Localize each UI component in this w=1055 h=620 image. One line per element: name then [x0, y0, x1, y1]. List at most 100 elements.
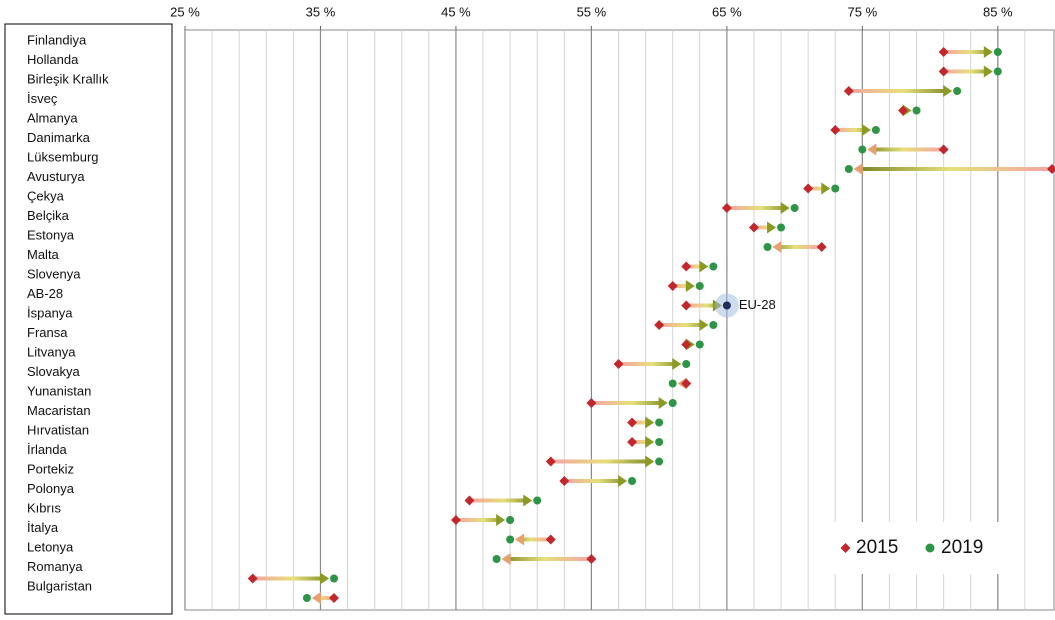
category-label: Finlandiya	[27, 32, 87, 47]
arrow-head	[523, 494, 533, 507]
arrow-head	[645, 436, 655, 448]
marker-2015	[450, 515, 461, 525]
arrow-head	[821, 182, 831, 195]
arrow-head	[515, 533, 525, 546]
marker-2015	[627, 437, 637, 447]
category-label: Çekya	[27, 188, 65, 203]
marker-2019	[655, 457, 664, 466]
x-tick-label: 75 %	[848, 4, 878, 19]
arrow-head	[943, 85, 953, 97]
marker-2015	[586, 398, 597, 408]
marker-2019	[709, 321, 718, 329]
arrow-head	[658, 397, 668, 409]
arrow-head	[983, 46, 993, 58]
arrow-head	[767, 221, 777, 234]
marker-2015	[816, 242, 827, 252]
arrow-head	[699, 260, 709, 273]
marker-2015	[749, 222, 759, 233]
marker-2019	[668, 399, 677, 407]
arrow-head	[867, 143, 877, 156]
marker-2019	[302, 594, 311, 602]
marker-2015	[667, 281, 678, 291]
arrow-head	[645, 455, 655, 468]
marker-2019	[655, 438, 664, 446]
marker-2015	[681, 378, 692, 389]
marker-2019	[912, 106, 921, 115]
arrow-head	[672, 358, 682, 370]
marker-2019	[993, 67, 1002, 76]
label-box	[4, 23, 173, 615]
marker-2015	[247, 573, 258, 584]
marker-2015	[1047, 164, 1055, 174]
x-tick-label: 45 %	[441, 4, 471, 19]
marker-2019	[628, 477, 637, 485]
arrow-head	[861, 124, 871, 136]
marker-2015	[559, 476, 570, 486]
marker-2015	[627, 417, 637, 428]
arrow-head	[983, 65, 993, 78]
plot-area	[184, 29, 1055, 611]
category-label: Avusturya	[27, 169, 85, 184]
marker-2019	[831, 184, 840, 193]
marker-2019	[695, 282, 704, 290]
marker-2019	[763, 243, 772, 251]
category-label: Hollanda	[27, 52, 79, 67]
category-label: Hırvatistan	[27, 422, 89, 437]
category-label: Almanya	[27, 110, 78, 125]
category-label: Yunanistan	[27, 383, 91, 398]
category-label: Polonya	[27, 481, 75, 496]
marker-2015	[464, 495, 475, 506]
category-label: Estonya	[27, 227, 75, 242]
marker-2019	[709, 262, 718, 271]
x-tick-label: 25 %	[170, 4, 200, 19]
marker-2015	[843, 86, 854, 96]
marker-2015	[721, 203, 732, 213]
marker-2019	[722, 301, 731, 310]
category-label: Danimarka	[27, 130, 91, 145]
marker-2019	[506, 516, 515, 524]
arrow-head	[501, 553, 511, 565]
category-label: İspanya	[27, 305, 73, 320]
marker-2015	[681, 261, 692, 272]
category-label: Litvanya	[27, 344, 76, 359]
marker-2019	[844, 165, 853, 173]
marker-2019	[533, 496, 542, 505]
marker-2015	[329, 593, 339, 603]
x-tick-label: 65 %	[712, 4, 742, 19]
marker-2015	[545, 456, 556, 467]
category-label: Lüksemburg	[27, 149, 99, 164]
marker-2015	[938, 144, 949, 155]
marker-2019	[506, 535, 515, 544]
marker-2019	[695, 340, 704, 349]
legend-box	[825, 522, 1000, 574]
legend-marker	[925, 543, 935, 553]
x-tick-label: 55 %	[577, 4, 607, 19]
category-label: Kıbrıs	[27, 500, 61, 515]
arrow-head	[699, 319, 709, 331]
arrow-head	[772, 241, 782, 253]
marker-2019	[330, 574, 339, 583]
marker-2015	[830, 125, 841, 135]
marker-2015	[803, 183, 814, 194]
category-label: Birleşik Krallık	[27, 71, 109, 86]
arrow-head	[311, 592, 321, 604]
marker-2015	[938, 66, 949, 77]
marker-2019	[492, 555, 501, 563]
arrow-head	[645, 416, 655, 429]
category-label: Malta	[27, 247, 60, 262]
category-label: İtalya	[27, 520, 59, 535]
category-label: Slovenya	[27, 266, 81, 281]
annotation: EU-28	[739, 297, 776, 312]
arrow-head	[780, 202, 790, 214]
marker-2015	[681, 339, 692, 350]
legend-marker	[840, 543, 851, 553]
marker-2015	[545, 534, 556, 545]
legend-label: 2015	[856, 537, 898, 558]
category-label: İrlanda	[27, 442, 68, 457]
category-label: Belçika	[27, 208, 70, 223]
marker-2015	[586, 554, 597, 564]
marker-2019	[953, 87, 962, 95]
category-label: Fransa	[27, 325, 68, 340]
arrow-head	[320, 572, 330, 585]
category-label: Romanya	[27, 559, 83, 574]
